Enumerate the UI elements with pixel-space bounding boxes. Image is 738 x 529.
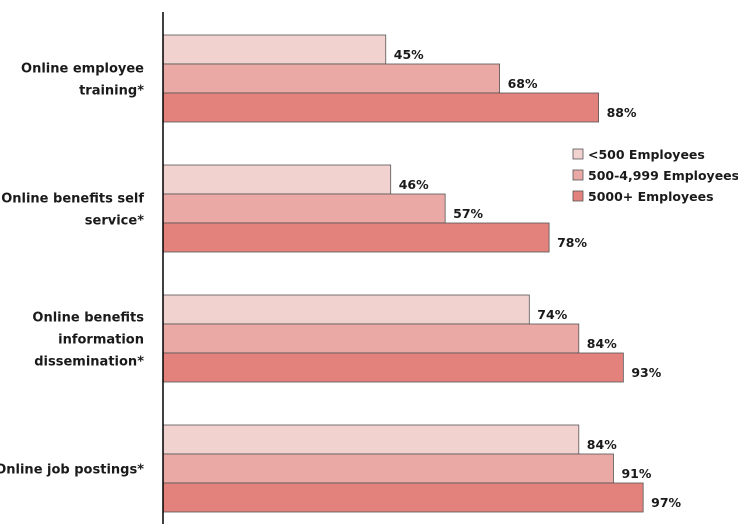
bar-1-series-3 [162,92,600,123]
bar-3-series-2 [162,323,580,354]
legend-swatch-2 [572,169,584,181]
legend-swatch-3 [572,190,584,202]
category-label-4-line-1: Online job postings* [0,463,144,478]
category-label-1-line-2: training* [79,84,144,99]
legend-label-3: 5000+ Employees [588,189,714,204]
bars-group [162,34,644,513]
value-label-3-series-1: 74% [537,307,567,322]
category-labels-group: Online employee training* Online benefits … [0,62,144,478]
value-label-2-series-1: 46% [399,177,429,192]
value-label-2-series-3: 78% [557,235,587,250]
value-label-3-series-2: 84% [587,336,617,351]
bar-1-series-2 [162,63,501,94]
bar-2-series-2 [162,193,446,224]
legend-swatch-1 [572,148,584,160]
value-label-1-series-2: 68% [508,76,538,91]
category-label-3-line-3: dissemination* [34,355,144,370]
legend: <500 Employees 500-4,999 Employees 5000+ E… [572,147,738,204]
category-label-1-line-1: Online employee [21,62,144,77]
bar-3-series-3 [162,352,624,383]
legend-label-2: 500-4,999 Employees [588,168,738,183]
category-label-2-line-2: service* [85,214,144,229]
value-label-2-series-2: 57% [453,206,483,221]
value-label-3-series-3: 93% [631,365,661,380]
bar-3-series-1 [162,294,530,325]
value-label-1-series-1: 45% [394,47,424,62]
bar-4-series-2 [162,453,614,484]
value-label-4-series-3: 97% [651,495,681,510]
bar-2-series-1 [162,164,392,195]
category-label-3-line-2: information [58,333,144,348]
category-label-3-line-1: Online benefits [32,311,144,326]
legend-label-1: <500 Employees [588,147,705,162]
value-label-4-series-2: 91% [621,466,651,481]
bar-1-series-1 [162,34,387,65]
bar-4-series-3 [162,482,644,513]
value-label-1-series-3: 88% [607,105,637,120]
value-label-4-series-1: 84% [587,437,617,452]
category-label-2-line-1: Online benefits self [1,192,144,207]
value-labels-group: 45% 68% 88% 46% 57% 78% 74% 84% 93% 84% 91%97% [394,47,682,510]
bar-4-series-1 [162,424,580,455]
bar-2-series-3 [162,222,550,253]
